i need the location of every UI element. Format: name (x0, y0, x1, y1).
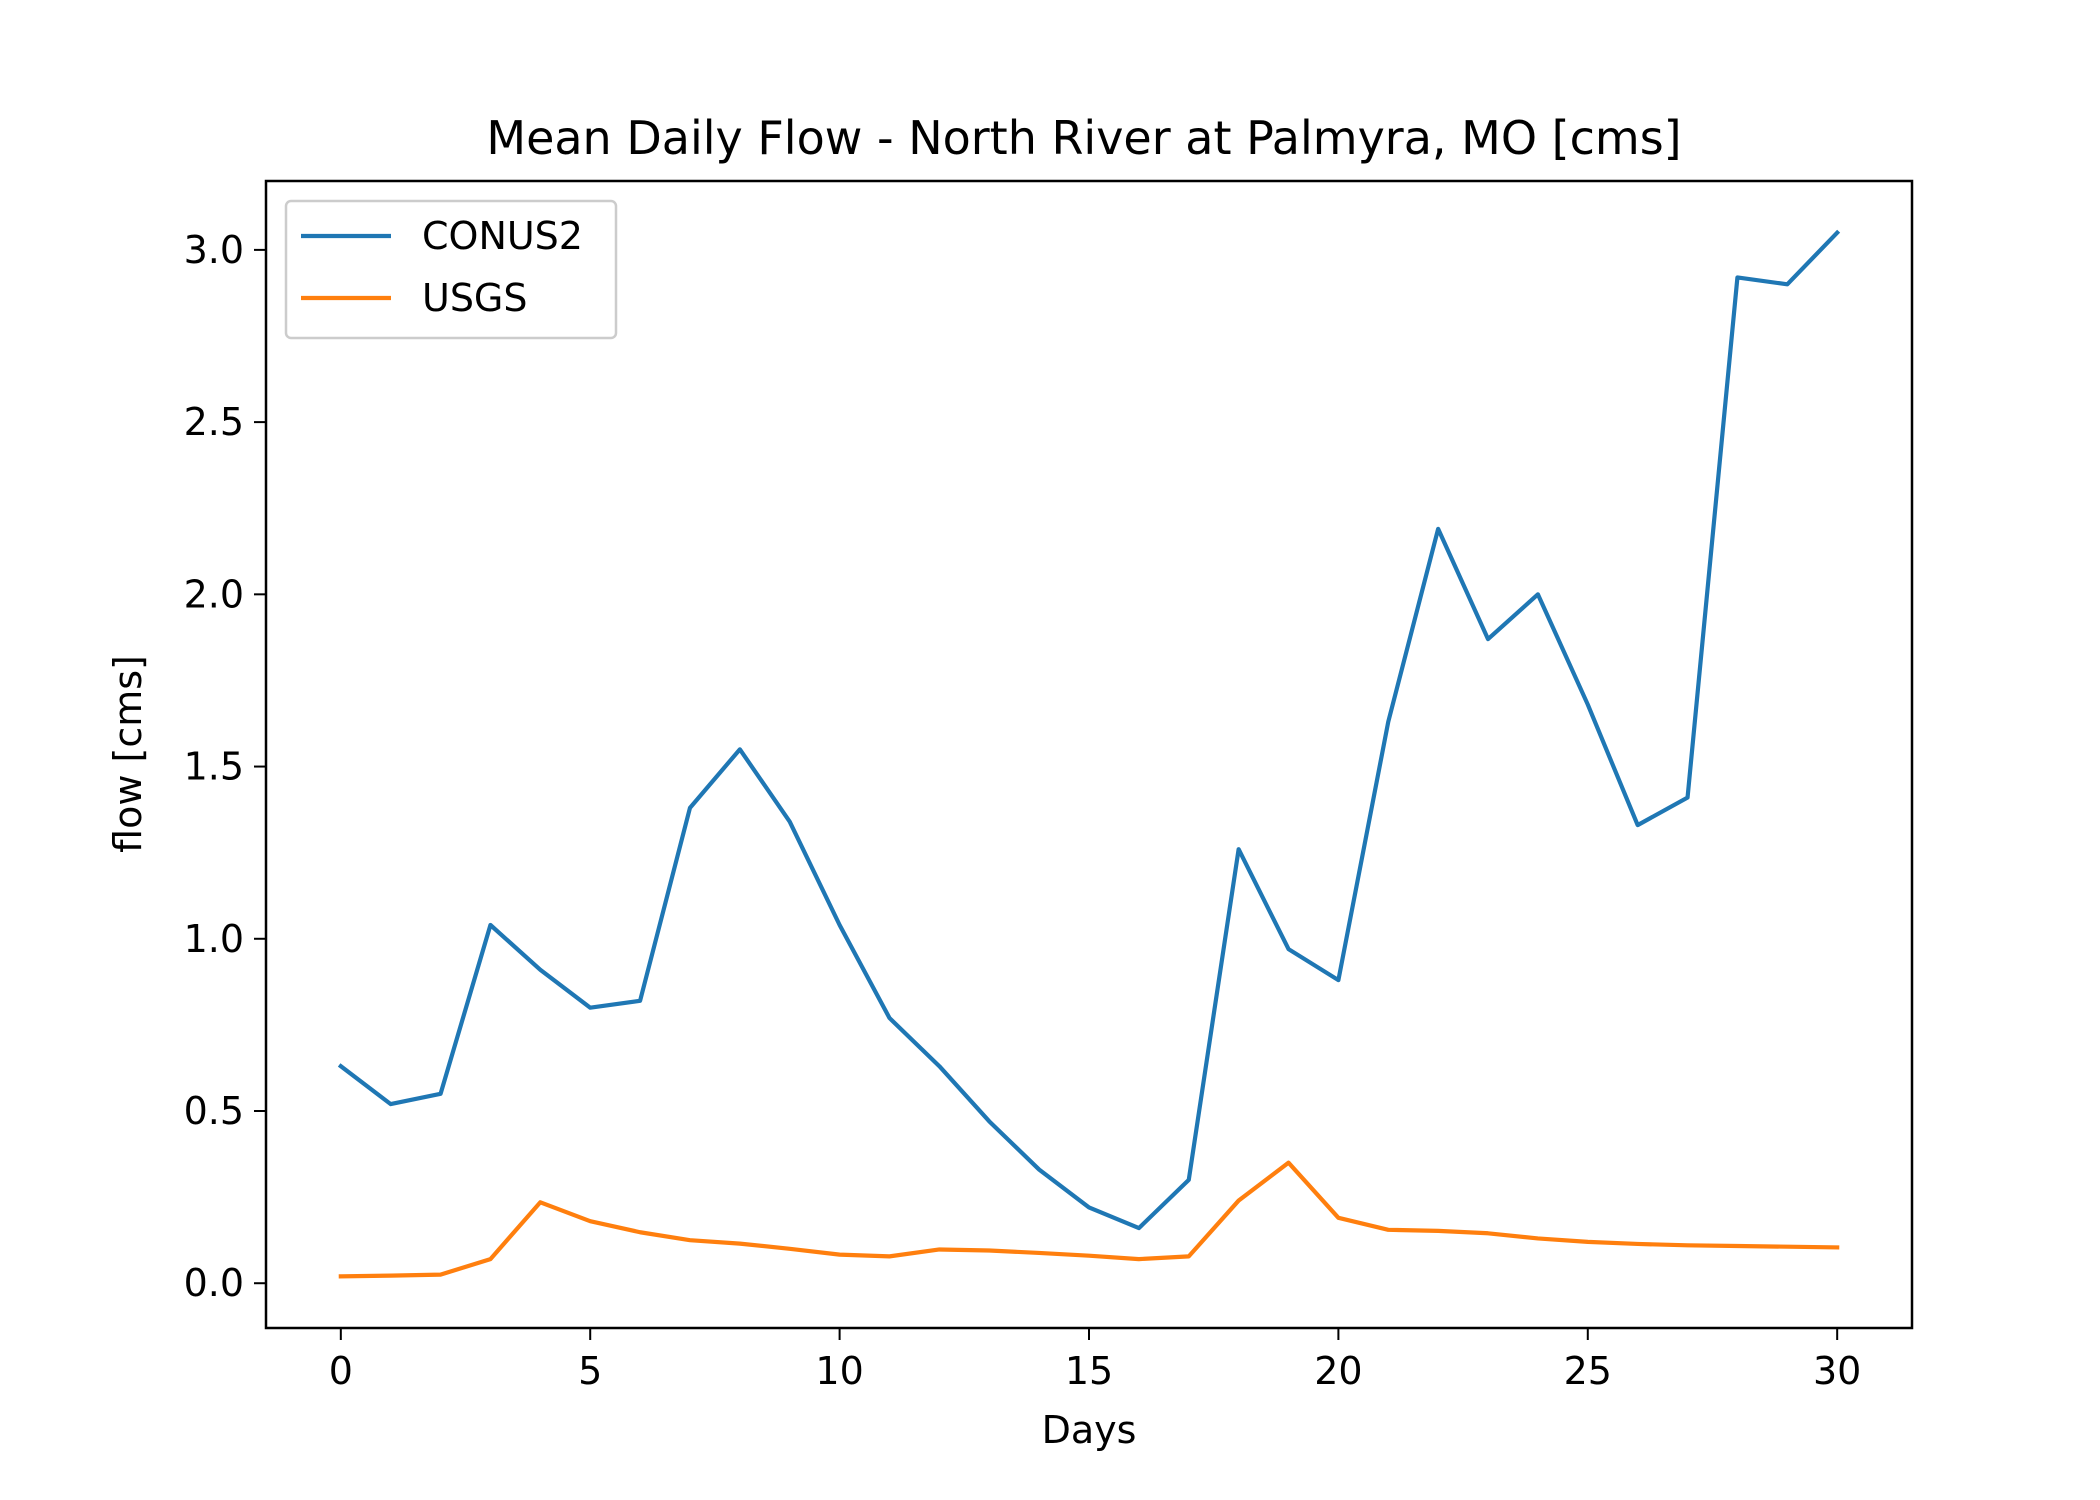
y-tick-label: 3.0 (184, 228, 244, 272)
y-axis: 0.0 0.5 1.0 1.5 2.0 2.5 3.0 (184, 228, 266, 1305)
y-tick-label: 1.0 (184, 917, 244, 961)
legend-label-conus2: CONUS2 (422, 214, 583, 258)
x-axis-label: Days (1042, 1408, 1137, 1452)
x-tick-label: 5 (578, 1349, 602, 1393)
y-tick-label: 0.5 (184, 1089, 244, 1133)
y-tick-label: 2.0 (184, 572, 244, 616)
y-axis-label: flow [cms] (106, 655, 150, 853)
chart-title: Mean Daily Flow - North River at Palmyra… (486, 111, 1681, 165)
x-tick-label: 0 (329, 1349, 353, 1393)
legend: CONUS2 USGS (284, 199, 618, 340)
y-tick-label: 1.5 (184, 745, 244, 789)
x-tick-label: 15 (1065, 1349, 1113, 1393)
series-line-usgs (338, 1160, 1840, 1279)
x-tick-label: 10 (815, 1349, 863, 1393)
plot-area (337, 229, 1841, 1279)
y-tick-label: 2.5 (184, 400, 244, 444)
x-axis: 0 5 10 15 20 25 30 (329, 1328, 1861, 1393)
x-tick-label: 25 (1564, 1349, 1612, 1393)
series-line-conus2 (337, 229, 1841, 1231)
legend-label-usgs: USGS (422, 276, 528, 320)
x-tick-label: 30 (1813, 1349, 1861, 1393)
y-tick-label: 0.0 (184, 1261, 244, 1305)
x-tick-label: 20 (1314, 1349, 1362, 1393)
